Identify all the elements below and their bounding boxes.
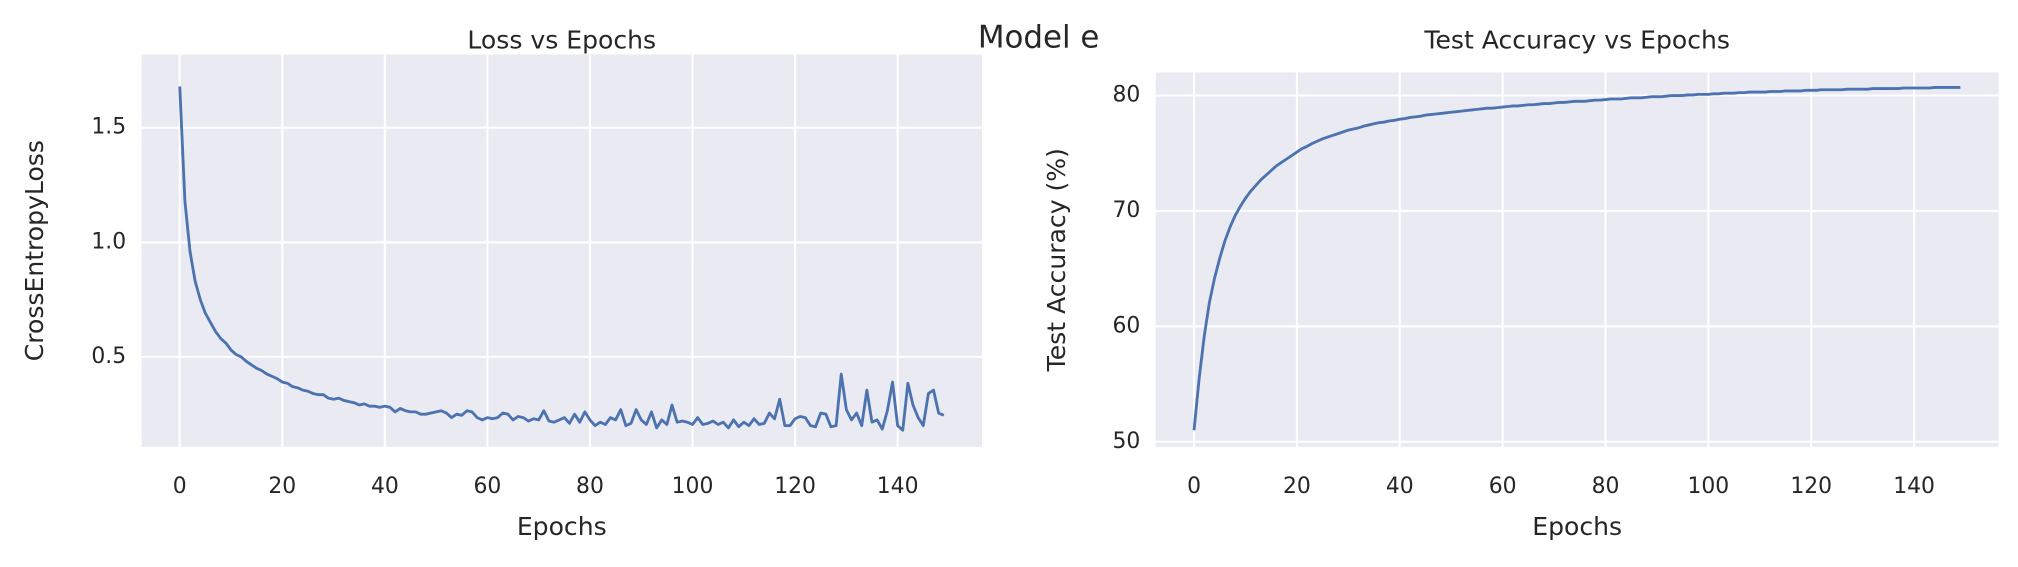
x-tick-label: 40 [1386,474,1414,499]
figure-title: Model e [978,19,1100,55]
chart-title: Loss vs Epochs [467,26,656,55]
x-tick-label: 80 [1592,474,1620,499]
x-tick-label: 140 [1893,474,1935,499]
x-tick-label: 0 [173,474,187,499]
y-tick-label: 1.5 [91,115,126,140]
x-tick-label: 60 [1489,474,1517,499]
x-axis-label: Epochs [517,512,607,541]
x-tick-label: 120 [774,474,816,499]
x-tick-label: 40 [371,474,399,499]
x-tick-label: 0 [1187,474,1201,499]
x-tick-label: 20 [268,474,296,499]
plot-area [1155,72,1999,447]
y-tick-label: 60 [1112,313,1140,338]
y-tick-label: 0.5 [91,344,126,369]
x-tick-label: 20 [1283,474,1311,499]
x-tick-label: 100 [672,474,714,499]
y-axis-label: CrossEntropyLoss [20,140,49,361]
x-axis-label: Epochs [1532,512,1622,541]
y-tick-label: 50 [1112,429,1140,454]
x-tick-label: 60 [474,474,502,499]
x-tick-label: 140 [877,474,919,499]
data-line [1192,86,1961,431]
x-tick-label: 100 [1687,474,1729,499]
chart-title: Test Accuracy vs Epochs [1423,26,1730,55]
y-tick-label: 1.0 [91,229,126,254]
y-tick-label: 70 [1112,198,1140,223]
y-axis-label: Test Accuracy (%) [1042,148,1071,372]
x-tick-label: 120 [1790,474,1832,499]
data-line [178,86,945,432]
y-tick-label: 80 [1112,83,1140,108]
x-tick-label: 80 [576,474,604,499]
plot-area [141,54,982,447]
